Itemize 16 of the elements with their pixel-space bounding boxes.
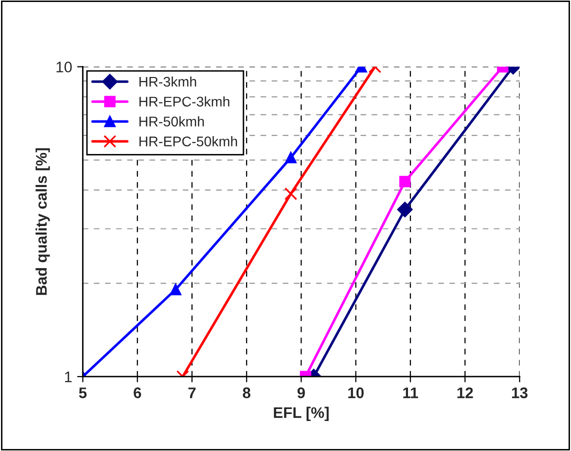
- legend-label: HR-3kmh: [139, 76, 196, 87]
- x-tick-label: 13: [512, 387, 528, 398]
- x-tick-label: 10: [348, 387, 364, 398]
- x-tick-label: 7: [188, 388, 196, 398]
- y-tick-label: 1: [65, 372, 72, 382]
- legend-label: HR-50kmh: [139, 116, 204, 126]
- x-tick-label: 12: [457, 387, 473, 398]
- x-tick-label: 5: [79, 388, 87, 398]
- x-tick-label: 9: [297, 387, 305, 398]
- legend-label: HR-EPC-3kmh: [139, 96, 230, 107]
- x-axis-title: EFL [%]: [274, 406, 329, 422]
- y-axis-title: Bad quality calls [%]: [36, 148, 50, 295]
- x-tick-label: 11: [403, 388, 418, 398]
- x-tick-label: 8: [242, 387, 250, 398]
- x-tick-label: 6: [134, 387, 142, 398]
- legend-label: HR-EPC-50kmh: [139, 136, 238, 146]
